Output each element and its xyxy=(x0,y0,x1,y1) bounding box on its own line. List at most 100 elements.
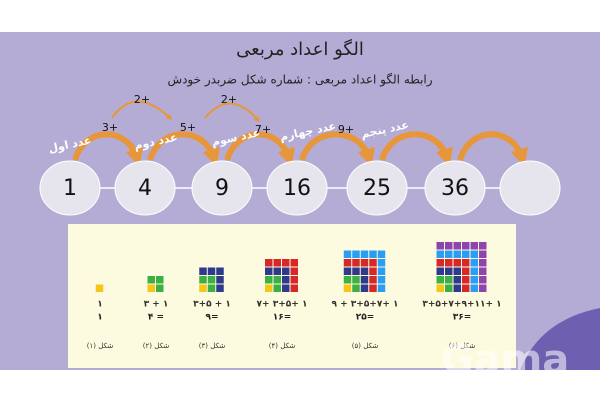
sequence-number: 36 xyxy=(441,176,469,201)
grid-square xyxy=(462,242,470,250)
sequence-number: 4 xyxy=(138,176,152,201)
grid-square xyxy=(265,267,273,275)
grid-square xyxy=(156,276,164,284)
grid-square xyxy=(265,276,273,284)
result: =۲۵ xyxy=(356,313,375,323)
second-difference: 2+ xyxy=(221,93,237,106)
caption: شکل (۴) xyxy=(269,342,296,350)
grid-square xyxy=(470,259,478,267)
grid-square xyxy=(352,276,360,284)
grid-square xyxy=(453,250,461,258)
grid-square xyxy=(265,284,273,292)
grid-square xyxy=(470,284,478,292)
grid-square xyxy=(470,267,478,275)
grid-square xyxy=(369,250,377,258)
caption: شکل (۶) xyxy=(449,342,476,350)
grid-square xyxy=(343,250,352,258)
arrow xyxy=(457,131,528,167)
circle xyxy=(191,160,253,216)
circle xyxy=(266,160,328,216)
formula: ۱ xyxy=(97,300,103,310)
grid-square xyxy=(453,276,461,284)
formula: ۱ +۳+۵+۷ + ۹ xyxy=(331,300,398,310)
grid-square xyxy=(369,284,377,292)
corner-shape xyxy=(520,308,600,370)
grid-square xyxy=(445,276,453,284)
grid-square xyxy=(343,259,352,267)
sequence-number: 16 xyxy=(283,176,311,201)
difference: 7+ xyxy=(255,123,271,136)
grid-square xyxy=(436,242,444,250)
grid-square xyxy=(462,250,470,258)
result: =۱۶ xyxy=(273,313,292,323)
result: = ۴ xyxy=(148,313,164,323)
formula: ۱ + ۳+۵ xyxy=(193,300,231,310)
grid-square xyxy=(290,267,298,275)
grid-square xyxy=(282,276,290,284)
grid-square xyxy=(343,267,352,275)
second-difference: 2+ xyxy=(134,93,150,106)
grid-square xyxy=(462,276,470,284)
grid-square xyxy=(470,250,478,258)
grid-square xyxy=(377,276,386,284)
grid-square xyxy=(436,259,444,267)
grid-square xyxy=(273,259,281,267)
sequence-number: 25 xyxy=(363,176,391,201)
grid-square xyxy=(207,276,216,284)
grid-square xyxy=(369,259,377,267)
arrow-small xyxy=(204,102,260,123)
grid-square xyxy=(453,284,461,292)
grid-square xyxy=(273,267,281,275)
grid-square xyxy=(95,284,104,292)
grid-square xyxy=(436,267,444,275)
grid-square xyxy=(445,250,453,258)
grid-square xyxy=(479,259,487,267)
grid-square xyxy=(199,276,207,284)
grid-square xyxy=(360,284,369,292)
grid-square xyxy=(216,267,224,275)
arrow xyxy=(299,131,375,167)
caption: شکل (۳) xyxy=(199,342,226,350)
grid-square xyxy=(273,284,281,292)
grid-square xyxy=(282,284,290,292)
result: =۳۶ xyxy=(453,313,472,323)
grid-square xyxy=(352,284,360,292)
grid-square xyxy=(377,259,386,267)
arrow-small xyxy=(111,100,173,121)
arrow xyxy=(147,131,220,167)
grid-square xyxy=(360,259,369,267)
grid-square xyxy=(462,284,470,292)
grid-square xyxy=(453,242,461,250)
formula: ۱ +۳+۵+۷+۹+۱۱ xyxy=(422,300,501,310)
grid-square xyxy=(453,267,461,275)
grid-square xyxy=(199,267,207,275)
sequence-number: 1 xyxy=(63,176,77,201)
grid-square xyxy=(207,267,216,275)
grid-square xyxy=(207,284,216,292)
grid-square xyxy=(436,250,444,258)
grid-square xyxy=(360,276,369,284)
grid-square xyxy=(453,259,461,267)
grid-square xyxy=(462,267,470,275)
grid-square xyxy=(377,250,386,258)
circle xyxy=(499,160,561,216)
caption: شکل (۵) xyxy=(352,342,379,350)
grid-square xyxy=(216,284,224,292)
grid-square xyxy=(479,242,487,250)
grid-square xyxy=(352,267,360,275)
result: =۹ xyxy=(205,313,218,323)
circle xyxy=(424,160,486,216)
grid-square xyxy=(445,267,453,275)
grid-square xyxy=(436,284,444,292)
grid-square xyxy=(290,259,298,267)
grid-square xyxy=(445,259,453,267)
formula: ۱ + ۳ xyxy=(144,300,169,310)
sequence-number: 9 xyxy=(215,176,229,201)
grid-square xyxy=(147,276,155,284)
grid-square xyxy=(369,276,377,284)
grid-square xyxy=(290,284,298,292)
circle xyxy=(39,160,101,216)
grid-square xyxy=(462,259,470,267)
difference: 5+ xyxy=(180,121,196,134)
